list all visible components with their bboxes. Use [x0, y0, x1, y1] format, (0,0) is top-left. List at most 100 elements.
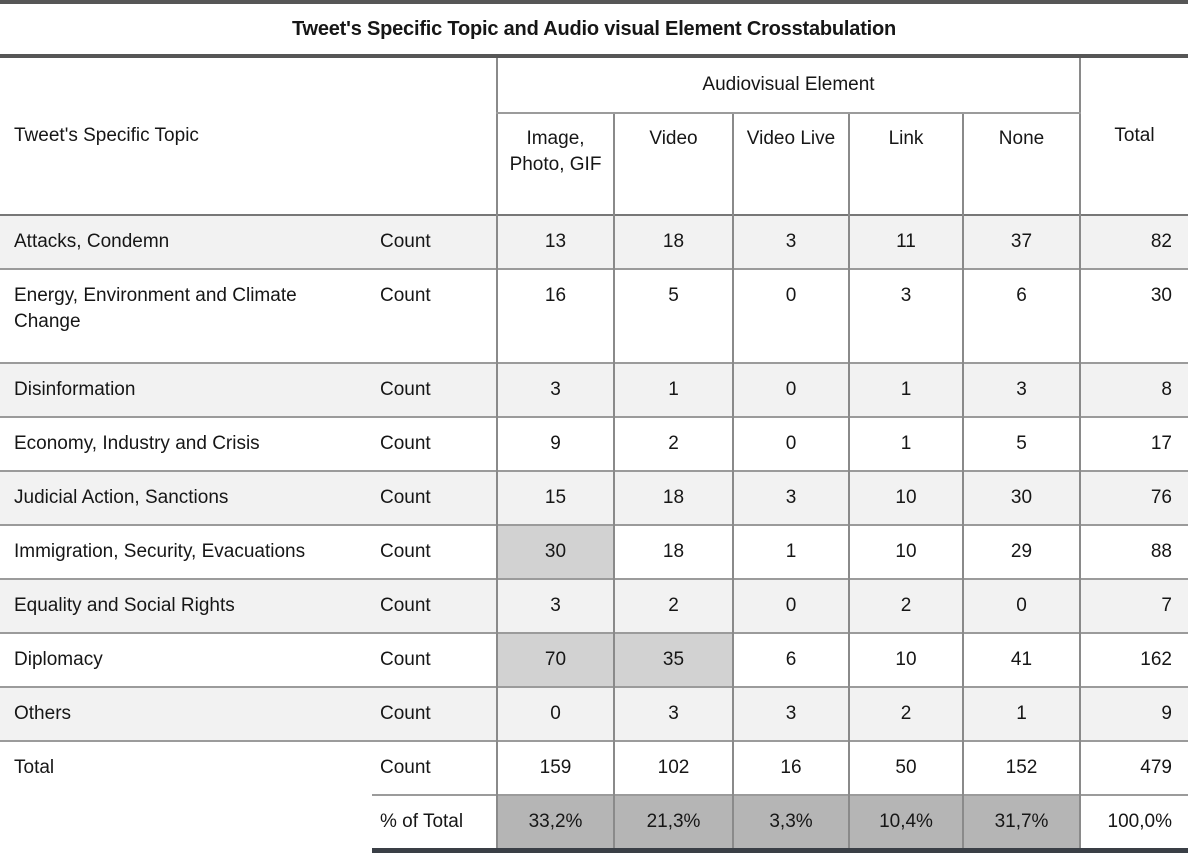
count-cell: 0 [732, 416, 849, 471]
count-cell-highlighted: 11 [848, 214, 963, 269]
row-total-cell: 88 [1079, 524, 1188, 579]
title-row: Tweet's Specific Topic and Audio visual … [0, 0, 1188, 58]
count-cell: 3 [496, 578, 614, 633]
count-cell: 3 [732, 470, 849, 525]
table-row: Economy, Industry and Crisis Count 9 2 0… [0, 416, 1188, 471]
stat-label: Count [372, 686, 497, 741]
count-cell: 3 [732, 214, 849, 269]
stat-label: Count [372, 740, 497, 795]
row-total-cell: 7 [1079, 578, 1188, 633]
topic-label: Disinformation [0, 362, 372, 417]
count-cell: 6 [962, 268, 1080, 363]
stat-label: Count [372, 268, 497, 363]
percent-cell: 33,2% [496, 794, 614, 853]
count-cell: 2 [613, 578, 733, 633]
row-dimension-header: Tweet's Specific Topic [14, 125, 199, 146]
count-cell: 0 [962, 578, 1080, 633]
total-count-row: Total Count 159 102 16 50 152 479 [0, 740, 1188, 851]
topic-label: Immigration, Security, Evacuations [0, 524, 372, 579]
table-row: Equality and Social Rights Count 3 2 0 2… [0, 578, 1188, 633]
table-title: Tweet's Specific Topic and Audio visual … [0, 0, 1188, 58]
stat-label: % of Total [372, 794, 497, 853]
count-cell: 3 [613, 686, 733, 741]
column-header-image-photo-gif: Image, Photo, GIF [496, 113, 614, 215]
stat-label: Count [372, 362, 497, 417]
count-cell: 16 [496, 268, 614, 363]
count-cell: 5 [962, 416, 1080, 471]
topic-label: Judicial Action, Sanctions [0, 470, 372, 525]
topic-label: Economy, Industry and Crisis [0, 416, 372, 471]
count-cell: 10 [848, 470, 963, 525]
row-total-cell: 82 [1079, 214, 1188, 269]
topic-label: Diplomacy [0, 632, 372, 687]
row-total-cell: 17 [1079, 416, 1188, 471]
count-cell: 18 [613, 470, 733, 525]
table-row: Diplomacy Count 70 35 6 10 41 162 [0, 632, 1188, 687]
grand-total-cell: 479 [1079, 740, 1188, 795]
percent-cell: 21,3% [613, 794, 733, 853]
count-cell: 1 [962, 686, 1080, 741]
stat-label: Count [372, 632, 497, 687]
count-cell: 1 [848, 362, 963, 417]
stat-label: Count [372, 214, 497, 269]
percent-cell: 10,4% [848, 794, 963, 853]
column-total-cell: 159 [496, 740, 614, 795]
count-cell: 0 [732, 578, 849, 633]
count-cell: 9 [496, 416, 614, 471]
topic-label: Others [0, 686, 372, 741]
stat-label: Count [372, 578, 497, 633]
stat-label: Count [372, 416, 497, 471]
count-cell: 3 [848, 268, 963, 363]
total-row-label: Total [0, 740, 372, 851]
percent-cell: 3,3% [732, 794, 849, 853]
count-cell: 6 [732, 632, 849, 687]
count-cell: 5 [613, 268, 733, 363]
stat-label: Count [372, 524, 497, 579]
count-cell: 15 [496, 470, 614, 525]
count-cell: 1 [848, 416, 963, 471]
count-cell: 3 [496, 362, 614, 417]
row-total-cell: 162 [1079, 632, 1188, 687]
table-row: Energy, Environment and Climate Change C… [0, 268, 1188, 363]
count-cell: 3 [962, 362, 1080, 417]
column-total-cell: 16 [732, 740, 849, 795]
topic-label: Energy, Environment and Climate Change [0, 268, 372, 363]
count-cell: 30 [962, 470, 1080, 525]
column-header-link: Link [848, 113, 963, 215]
count-cell: 2 [848, 578, 963, 633]
count-cell: 13 [496, 214, 614, 269]
table-row: Judicial Action, Sanctions Count 15 18 3… [0, 470, 1188, 525]
count-cell: 41 [962, 632, 1080, 687]
count-cell: 2 [848, 686, 963, 741]
grand-total-percent-cell: 100,0% [1079, 794, 1188, 853]
column-group-header: Audiovisual Element [496, 56, 1080, 114]
count-cell: 2 [613, 416, 733, 471]
table-row: Immigration, Security, Evacuations Count… [0, 524, 1188, 579]
column-header-video-live: Video Live [732, 113, 849, 215]
count-cell: 10 [848, 632, 963, 687]
count-cell-highlighted: 70 [496, 632, 614, 687]
table-row: Disinformation Count 3 1 0 1 3 8 [0, 362, 1188, 417]
count-cell-highlighted: 35 [613, 632, 733, 687]
total-column-header: Total [1079, 56, 1188, 215]
count-cell: 10 [848, 524, 963, 579]
count-cell: 0 [732, 268, 849, 363]
header-row-columns: Image, Photo, GIF Video Video Live Link … [0, 113, 1188, 215]
count-cell: 1 [613, 362, 733, 417]
column-header-none: None [962, 113, 1080, 215]
count-cell: 18 [613, 214, 733, 269]
table-row: Attacks, Condemn Count 13 18 3 11 37 82 [0, 214, 1188, 269]
header-row-group: Tweet's Specific Topic Audiovisual Eleme… [0, 56, 1188, 215]
count-cell: 3 [732, 686, 849, 741]
count-cell: 29 [962, 524, 1080, 579]
column-total-cell: 102 [613, 740, 733, 795]
count-cell-highlighted: 30 [496, 524, 614, 579]
row-total-cell: 9 [1079, 686, 1188, 741]
table-row: Others Count 0 3 3 2 1 9 [0, 686, 1188, 741]
row-total-cell: 8 [1079, 362, 1188, 417]
row-total-cell: 76 [1079, 470, 1188, 525]
column-total-cell: 50 [848, 740, 963, 795]
topic-label: Equality and Social Rights [0, 578, 372, 633]
percent-cell: 31,7% [962, 794, 1080, 853]
